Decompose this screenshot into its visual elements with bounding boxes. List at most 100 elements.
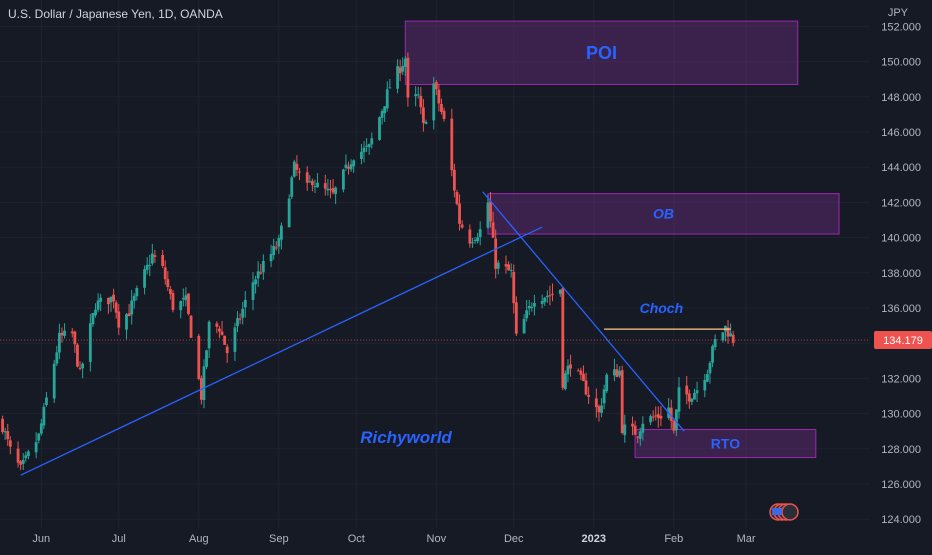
candle-body <box>236 318 239 327</box>
candle-body <box>383 106 387 114</box>
y-tick-label: 144.000 <box>881 162 921 174</box>
candle-body <box>6 431 10 440</box>
candle-body <box>486 202 490 228</box>
candle-body <box>145 264 149 270</box>
falling-trendline <box>482 191 685 432</box>
candle-body <box>24 455 28 459</box>
candle-body <box>726 327 730 337</box>
candle-body <box>623 424 627 436</box>
candle-body <box>313 186 317 188</box>
candle-body <box>687 393 691 402</box>
currency-label: JPY <box>887 7 908 19</box>
candle-body <box>587 394 591 397</box>
candle-body <box>163 267 167 280</box>
candle-body <box>238 318 242 320</box>
poi-zone <box>404 20 799 85</box>
y-tick-label: 128.000 <box>881 444 921 456</box>
candle-body <box>367 144 371 148</box>
candle-body <box>507 264 510 271</box>
candle-body <box>675 409 678 431</box>
candle-body <box>295 163 299 170</box>
candle-body <box>37 433 41 441</box>
candle-body <box>347 166 350 169</box>
candle-body <box>130 300 134 315</box>
candle-body <box>548 295 552 297</box>
candle-body <box>380 111 384 118</box>
candle-body <box>161 254 165 266</box>
candle-body <box>187 293 190 315</box>
x-tick-label: 2023 <box>582 533 606 545</box>
candle-body <box>52 363 56 399</box>
candle-body <box>533 303 536 307</box>
candle-body <box>442 110 446 119</box>
candle-body <box>344 164 348 168</box>
candle-body <box>672 420 676 431</box>
candle-body <box>558 289 562 294</box>
candle-body <box>329 189 332 191</box>
candle-body <box>478 229 482 238</box>
ob-label: OB <box>653 206 674 222</box>
candle-body <box>272 246 276 256</box>
candle-body <box>26 451 30 457</box>
candle-body <box>561 288 565 388</box>
candle-body <box>19 461 23 465</box>
candle-body <box>166 279 170 288</box>
candle-body <box>150 253 154 264</box>
candle-body <box>60 332 64 336</box>
candle-body <box>334 187 338 195</box>
candle-body <box>458 203 461 224</box>
candle-body <box>563 373 567 389</box>
candle-body <box>576 370 580 372</box>
candle-body <box>693 392 696 400</box>
candle-body <box>476 237 480 242</box>
candle-body <box>148 265 152 267</box>
candle-body <box>241 308 245 318</box>
label-layer: POI OB RTO Choch Richyworld <box>360 43 799 521</box>
candle-body <box>703 379 707 391</box>
candle-body <box>256 271 260 279</box>
candle-body <box>440 103 443 112</box>
candle-body <box>308 181 312 183</box>
candle-body <box>323 183 327 189</box>
candle-body <box>551 293 554 295</box>
y-tick-label: 130.000 <box>881 409 921 421</box>
candle-body <box>398 67 402 74</box>
candle-body <box>326 188 330 191</box>
candle-body <box>685 385 689 395</box>
last-price-badge <box>874 331 932 350</box>
candle-body <box>109 296 113 303</box>
candle-body <box>494 238 498 269</box>
candle-body <box>615 369 619 377</box>
candle-body <box>530 306 534 308</box>
candle-body <box>290 177 294 197</box>
candle-body <box>127 313 131 317</box>
candle-body <box>96 300 100 310</box>
candle-body <box>525 310 529 319</box>
candle-body <box>631 423 634 427</box>
candle-body <box>656 414 660 418</box>
candle-body <box>378 117 381 140</box>
candle-body <box>197 335 201 379</box>
candle-body <box>421 107 425 123</box>
candle-body <box>721 332 725 341</box>
candle-body <box>81 363 85 369</box>
y-tick-label: 124.000 <box>881 514 921 526</box>
candle-body <box>223 335 227 345</box>
drawing-layer <box>0 191 870 476</box>
candle-body <box>171 292 175 310</box>
candle-body <box>620 370 624 434</box>
candle-body <box>509 269 513 271</box>
candle-body <box>579 370 583 375</box>
y-tick-label: 146.000 <box>881 127 921 139</box>
candle-body <box>613 369 616 376</box>
candle-body <box>125 314 128 330</box>
candle-body <box>659 415 663 419</box>
flag-icon <box>772 508 782 515</box>
candle-body <box>569 364 572 369</box>
candle-body <box>370 138 374 145</box>
candle-body <box>88 323 92 362</box>
y-tick-label: 148.000 <box>881 92 921 104</box>
candle-body <box>207 321 211 349</box>
